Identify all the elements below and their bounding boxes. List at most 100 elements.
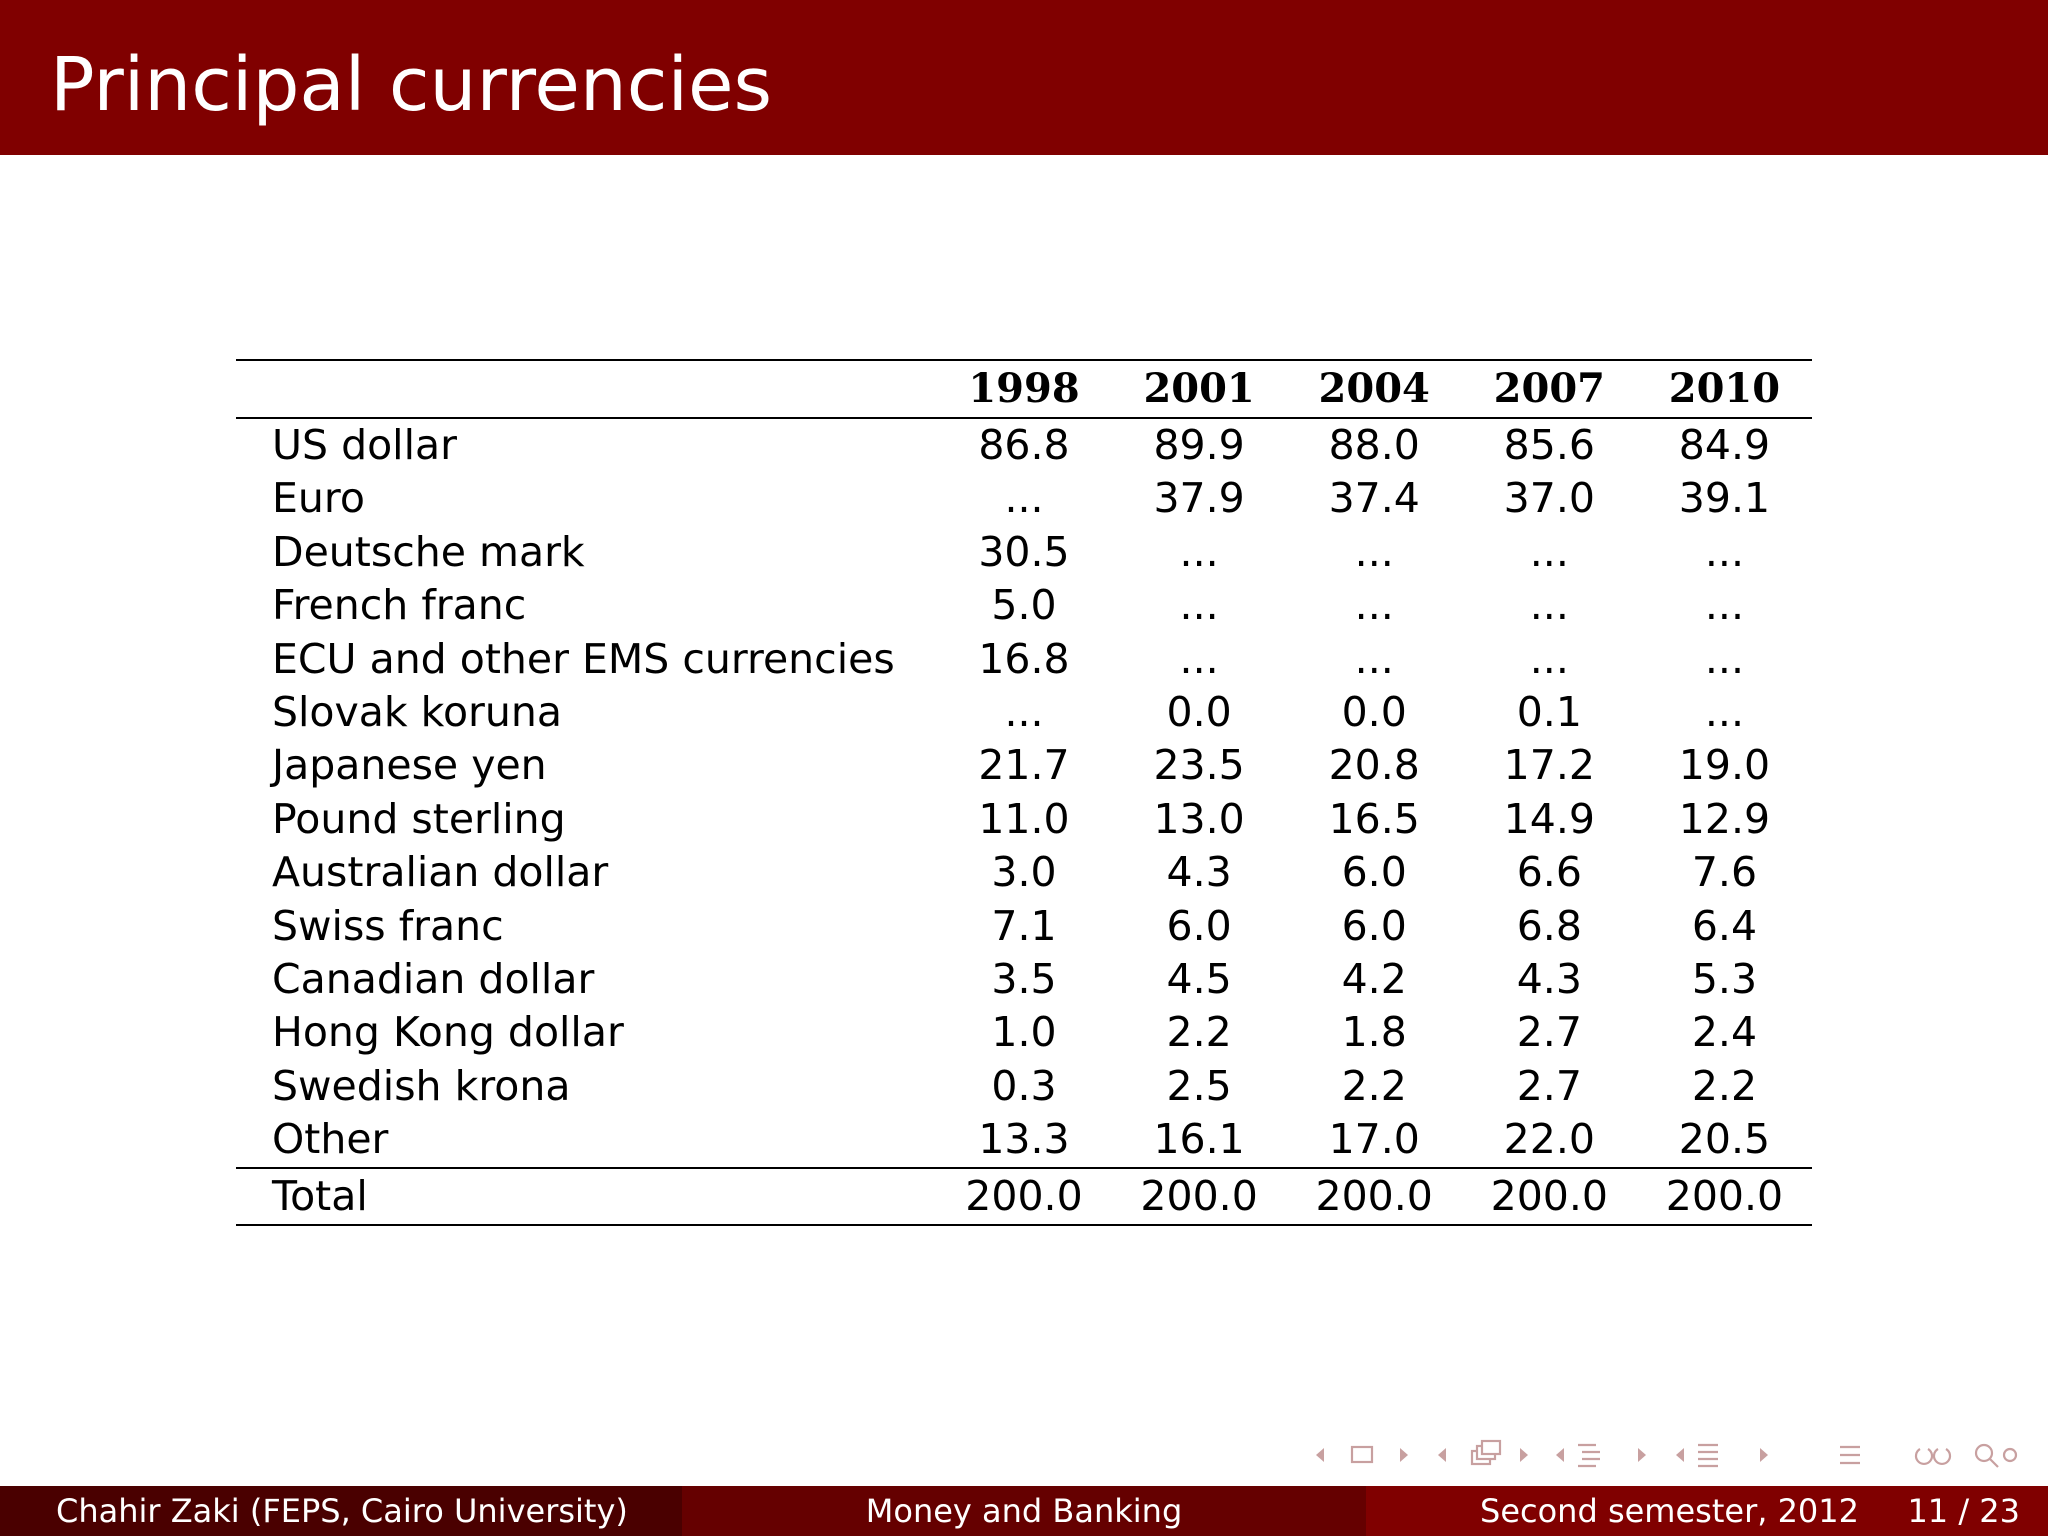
cell-value: 12.9 (1678, 794, 1771, 843)
table-row: Canadian dollar 3.5 4.5 4.2 4.3 5.3 (236, 953, 1812, 1006)
cell-value: ... (1704, 634, 1744, 683)
year-header: 2004 (1318, 365, 1430, 412)
table-row: Deutsche mark 30.5............ (236, 526, 1812, 579)
cell-value: 200.0 (965, 1171, 1083, 1220)
cell-value: ... (1354, 581, 1394, 630)
cell-value: 16.1 (1153, 1115, 1245, 1164)
row-label: Euro (272, 474, 365, 523)
nav-next-frame-icon[interactable] (1520, 1448, 1528, 1462)
cell-value: ... (1354, 634, 1394, 683)
nav-stack-icon[interactable] (1470, 1439, 1502, 1466)
row-label: Deutsche mark (272, 527, 585, 576)
table-row: Australian dollar 3.0 4.3 6.0 6.6 7.6 (236, 846, 1812, 899)
nav-search-icon[interactable] (1974, 1443, 2018, 1468)
footer-author: Chahir Zaki (FEPS, Cairo University) (56, 1492, 628, 1530)
year-header: 2001 (1143, 365, 1255, 412)
cell-value: 4.5 (1166, 955, 1232, 1004)
nav-next-slide-icon[interactable] (1400, 1448, 1408, 1462)
cell-value: 0.0 (1341, 688, 1407, 737)
slide-footer: Chahir Zaki (FEPS, Cairo University) Mon… (0, 1486, 2048, 1536)
cell-value: 6.4 (1691, 901, 1758, 950)
nav-next-section-icon[interactable] (1760, 1448, 1768, 1462)
total-row: Total 200.0 200.0 200.0 200.0 200.0 (236, 1167, 1812, 1225)
cell-value: ... (1529, 581, 1569, 630)
row-label: Slovak koruna (272, 688, 562, 737)
cell-value: 23.5 (1153, 741, 1245, 790)
cell-value: 4.3 (1516, 955, 1582, 1004)
cell-value: ... (1529, 527, 1569, 576)
cell-value: 0.0 (1166, 688, 1232, 737)
cell-value: 14.9 (1503, 794, 1595, 843)
cell-value: 2.2 (1166, 1008, 1232, 1057)
cell-value: ... (1179, 634, 1219, 683)
row-label: Other (272, 1115, 389, 1164)
footer-page-number: 11 / 23 (1907, 1492, 2020, 1530)
cell-value: 200.0 (1140, 1171, 1258, 1220)
cell-value: 37.0 (1503, 474, 1595, 523)
cell-value: 0.3 (991, 1061, 1057, 1110)
cell-value: 5.0 (991, 581, 1057, 630)
cell-value: ... (1704, 581, 1744, 630)
cell-value: 17.2 (1503, 741, 1595, 790)
cell-value: 37.4 (1328, 474, 1420, 523)
nav-section-icon[interactable] (1698, 1443, 1718, 1468)
table-row: Pound sterling 11.0 13.0 16.5 14.9 12.9 (236, 793, 1812, 846)
cell-value: 200.0 (1315, 1171, 1433, 1220)
table-row: Other 13.3 16.1 17.0 22.0 20.5 (236, 1113, 1812, 1167)
cell-value: 20.8 (1328, 741, 1420, 790)
cell-value: 2.2 (1341, 1061, 1407, 1110)
cell-value: 2.7 (1516, 1008, 1582, 1057)
table-row: Slovak koruna... 0.0 0.0 0.1... (236, 686, 1812, 739)
cell-value: 7.6 (1691, 848, 1758, 897)
row-label: Hong Kong dollar (272, 1008, 624, 1057)
cell-value: 6.0 (1341, 901, 1407, 950)
nav-next-subsection-icon[interactable] (1638, 1448, 1646, 1462)
cell-value: 30.5 (978, 527, 1070, 576)
table-header-row: 1998 2001 2004 2007 2010 (236, 360, 1812, 418)
cell-value: 21.7 (978, 741, 1070, 790)
slide-title: Principal currencies (50, 42, 773, 128)
row-label: Total (272, 1171, 368, 1220)
cell-value: ... (1004, 474, 1044, 523)
year-header: 2010 (1668, 365, 1781, 412)
row-label: Swedish krona (272, 1061, 571, 1110)
footer-author-box: Chahir Zaki (FEPS, Cairo University) (0, 1486, 682, 1536)
cell-value: ... (1179, 527, 1219, 576)
nav-prev-frame-icon[interactable] (1438, 1448, 1446, 1462)
table-row: French franc 5.0............ (236, 579, 1812, 632)
cell-value: 89.9 (1153, 421, 1245, 469)
nav-prev-section-icon[interactable] (1676, 1448, 1684, 1462)
cell-value: 1.8 (1341, 1008, 1407, 1057)
cell-value: ... (1529, 634, 1569, 683)
cell-value: ... (1179, 581, 1219, 630)
nav-prev-subsection-icon[interactable] (1556, 1448, 1564, 1462)
cell-value: 85.6 (1503, 421, 1595, 469)
cell-value: 1.0 (991, 1008, 1057, 1057)
cell-value: ... (1004, 688, 1044, 737)
nav-document-icon[interactable] (1840, 1445, 1860, 1465)
nav-prev-slide-icon[interactable] (1316, 1448, 1324, 1462)
cell-value: 17.0 (1328, 1115, 1420, 1164)
nav-undo-icon[interactable] (1914, 1448, 1952, 1466)
table-row: ECU and other EMS currencies 16.8........… (236, 633, 1812, 686)
cell-value: ... (1704, 527, 1744, 576)
cell-value: 5.3 (1691, 955, 1758, 1004)
cell-value: 2.5 (1166, 1061, 1232, 1110)
table-row: Japanese yen 21.7 23.5 20.8 17.2 19.0 (236, 739, 1812, 792)
table-row: Swedish krona 0.3 2.5 2.2 2.7 2.2 (236, 1060, 1812, 1113)
nav-subsection-icon[interactable] (1578, 1443, 1600, 1468)
cell-value: 2.7 (1516, 1061, 1582, 1110)
cell-value: 7.1 (991, 901, 1057, 950)
header-blank (236, 360, 936, 418)
cell-value: 20.5 (1678, 1115, 1771, 1164)
nav-frame-icon[interactable] (1350, 1445, 1374, 1464)
cell-value: 4.2 (1341, 955, 1407, 1004)
table-row: Swiss franc 7.1 6.0 6.0 6.8 6.4 (236, 900, 1812, 953)
cell-value: 6.8 (1516, 901, 1582, 950)
navigation-bar (1316, 1439, 2018, 1468)
row-label: Canadian dollar (272, 955, 595, 1004)
cell-value: 2.4 (1691, 1008, 1758, 1057)
cell-value: ... (1704, 688, 1744, 737)
cell-value: ... (1354, 527, 1394, 576)
cell-value: 2.2 (1691, 1061, 1758, 1110)
